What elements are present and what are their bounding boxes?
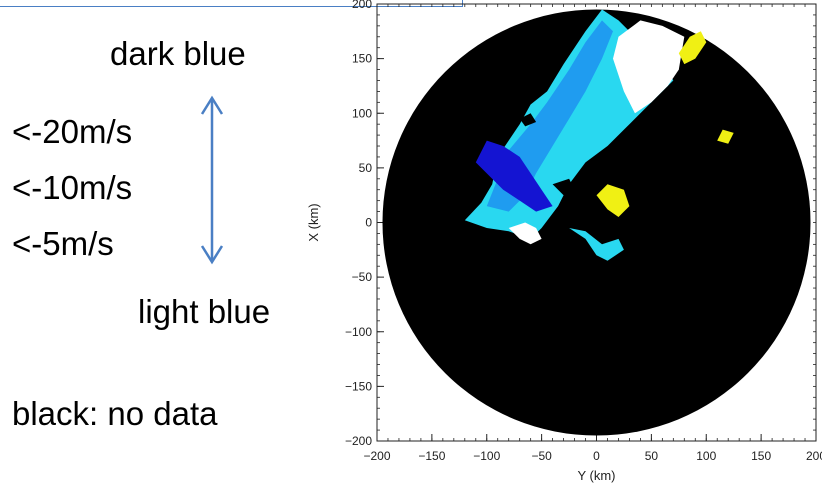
region-no-data-9	[552, 178, 575, 196]
region-light-blue-1	[569, 228, 624, 261]
legend-light-blue-label: light blue	[138, 293, 271, 330]
y-tick-label: 50	[359, 161, 373, 175]
x-tick-label: −200	[363, 449, 390, 463]
scale-arrow-head-down	[200, 245, 224, 265]
x-tick-label: 200	[806, 449, 822, 463]
y-axis-label: X (km)	[306, 203, 321, 241]
region-yellow-7	[596, 184, 630, 217]
y-tick-label: −50	[352, 270, 373, 284]
radar-coverage-disk	[382, 9, 811, 436]
y-tick-label: −100	[345, 325, 372, 339]
x-tick-label: 100	[696, 449, 716, 463]
y-tick-label: −150	[345, 379, 372, 393]
legend-threshold-20: <-20m/s	[12, 113, 133, 150]
y-tick-label: 0	[365, 216, 372, 230]
region-white-5	[508, 222, 542, 245]
x-tick-label: 0	[593, 449, 600, 463]
legend-no-data-note: black: no data	[12, 395, 218, 432]
y-tick-label: 150	[352, 52, 372, 66]
region-dark-blue-3	[475, 140, 553, 212]
x-tick-label: 50	[645, 449, 659, 463]
y-tick-label: −200	[345, 434, 372, 448]
region-white-4	[613, 20, 685, 114]
x-tick-label: −100	[473, 449, 500, 463]
legend-threshold-5: <-5m/s	[12, 225, 114, 262]
legend-threshold-10: <-10m/s	[12, 169, 133, 206]
region-no-data-10	[519, 113, 537, 127]
region-yellow-6	[678, 31, 707, 65]
y-tick-label: 100	[352, 106, 372, 120]
scale-arrow-head-up	[200, 95, 224, 115]
y-tick-label: 200	[352, 0, 372, 11]
x-axis-label: Y (km)	[577, 468, 615, 483]
legend-dark-blue-label: dark blue	[110, 35, 246, 72]
x-tick-label: 150	[751, 449, 771, 463]
x-tick-label: −50	[531, 449, 552, 463]
region-yellow-8	[717, 129, 734, 144]
top-border-line	[0, 6, 463, 7]
x-tick-label: −150	[418, 449, 445, 463]
